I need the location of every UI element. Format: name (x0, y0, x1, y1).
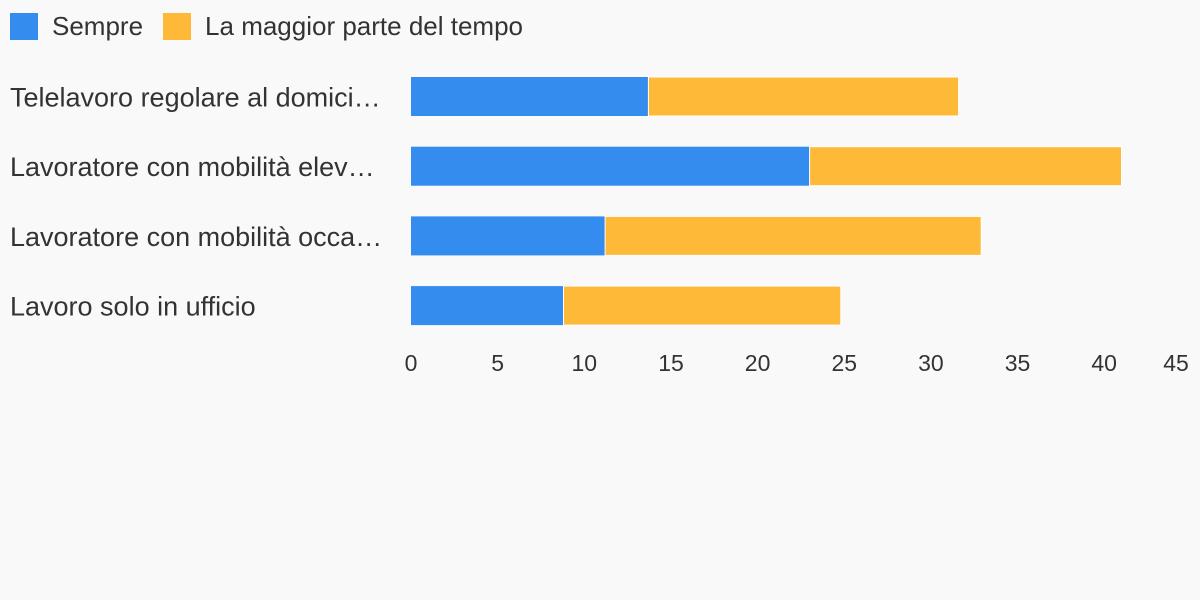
bar-maggior-parte-2[interactable] (604, 215, 982, 256)
bar-sempre-1[interactable] (411, 146, 810, 186)
category-labels: Telelavoro regolare al domici… Lavoratore… (10, 83, 382, 322)
bar-sempre-2[interactable] (411, 216, 606, 256)
x-tick-label: 0 (405, 350, 418, 376)
bar-sempre-3[interactable] (411, 286, 564, 326)
x-tick-label: 15 (658, 350, 684, 376)
category-label: Telelavoro regolare al domici… (10, 83, 381, 113)
x-tick-label: 20 (745, 350, 771, 376)
legend-swatch-maggior-parte (163, 12, 192, 40)
x-tick-label: 45 (1163, 350, 1189, 376)
x-tick-label: 30 (918, 350, 944, 376)
chart-legend: Sempre La maggior parte del tempo (10, 10, 543, 42)
legend-item-maggior-parte[interactable]: La maggior parte del tempo (163, 10, 523, 42)
bars-group (411, 76, 1122, 326)
x-tick-label: 5 (491, 350, 504, 376)
category-label: Lavoratore con mobilità occa… (10, 222, 382, 252)
bar-sempre-0[interactable] (411, 77, 649, 116)
legend-swatch-sempre (10, 12, 38, 40)
bar-maggior-parte-1[interactable] (809, 146, 1122, 187)
bar-maggior-parte-0[interactable] (647, 76, 960, 117)
legend-label-maggior-parte: La maggior parte del tempo (205, 11, 524, 41)
x-axis-ticks: 0 5 10 15 20 25 30 35 40 45 (405, 350, 1189, 376)
x-tick-label: 35 (1005, 350, 1031, 376)
category-label: Lavoro solo in ufficio (10, 292, 256, 322)
bar-maggior-parte-3[interactable] (563, 285, 842, 326)
legend-label-sempre: Sempre (52, 11, 144, 41)
x-tick-label: 25 (832, 350, 858, 376)
category-label: Lavoratore con mobilità elev… (10, 152, 375, 182)
legend-item-sempre[interactable]: Sempre (10, 10, 143, 42)
x-tick-label: 40 (1091, 350, 1117, 376)
x-tick-label: 10 (572, 350, 598, 376)
